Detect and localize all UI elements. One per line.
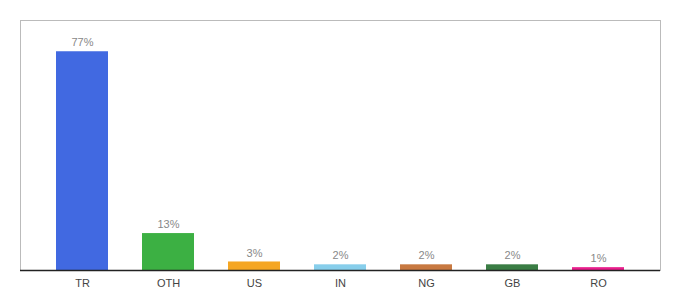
svg-text:2%: 2% xyxy=(505,249,521,261)
svg-text:77%: 77% xyxy=(71,36,93,48)
svg-text:US: US xyxy=(247,277,262,289)
svg-text:3%: 3% xyxy=(247,246,263,258)
svg-text:IN: IN xyxy=(335,277,346,289)
svg-text:OTH: OTH xyxy=(157,277,180,289)
svg-text:1%: 1% xyxy=(591,252,607,264)
svg-text:TR: TR xyxy=(75,277,90,289)
svg-text:2%: 2% xyxy=(419,249,435,261)
svg-text:RO: RO xyxy=(590,277,607,289)
svg-text:NG: NG xyxy=(418,277,435,289)
svg-text:2%: 2% xyxy=(333,249,349,261)
svg-text:13%: 13% xyxy=(157,218,179,230)
svg-text:GB: GB xyxy=(505,277,521,289)
